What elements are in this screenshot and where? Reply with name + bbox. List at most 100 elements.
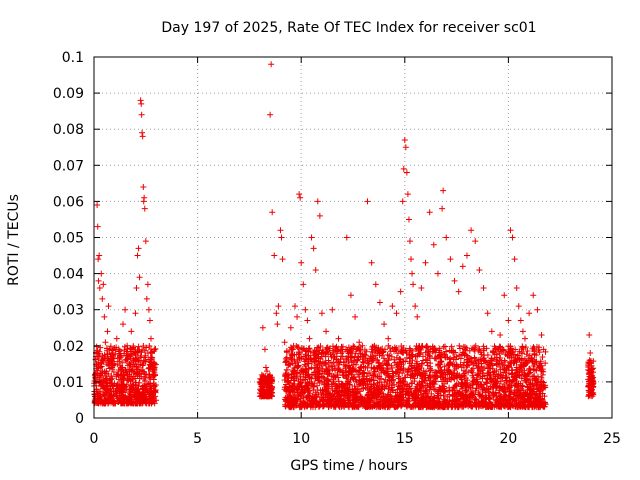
data-point: [401, 137, 408, 144]
data-point: [282, 355, 289, 362]
data-point: [126, 396, 133, 403]
data-point: [139, 129, 146, 136]
data-point: [287, 379, 294, 386]
data-point: [308, 364, 315, 371]
data-point: [117, 368, 124, 375]
data-point: [139, 362, 146, 369]
data-point: [457, 374, 464, 381]
data-point: [281, 339, 288, 346]
data-point: [470, 346, 477, 353]
data-point: [346, 381, 353, 388]
data-point: [122, 367, 129, 374]
data-point: [539, 371, 546, 378]
data-point: [345, 358, 352, 365]
y-axis-label: ROTI / TECUs: [6, 194, 22, 286]
data-point: [312, 389, 319, 396]
data-point: [450, 370, 457, 377]
data-point: [259, 324, 266, 331]
data-point: [343, 384, 350, 391]
data-point: [412, 387, 419, 394]
data-point: [394, 361, 401, 368]
data-point: [104, 328, 111, 335]
data-point: [447, 256, 454, 263]
data-point: [416, 369, 423, 376]
data-point: [151, 364, 158, 371]
data-point: [126, 371, 133, 378]
data-point: [288, 387, 295, 394]
data-point: [395, 366, 402, 373]
data-point: [475, 365, 482, 372]
data-point: [332, 367, 339, 374]
y-tick-label: 0: [75, 411, 84, 427]
data-point: [587, 358, 594, 365]
y-tick-label: 0.06: [53, 194, 84, 210]
data-point: [423, 344, 430, 351]
data-point: [99, 368, 106, 375]
data-point: [320, 374, 327, 381]
data-point: [539, 353, 546, 360]
data-point: [434, 270, 441, 277]
data-point: [285, 371, 292, 378]
data-point: [402, 381, 409, 388]
data-point: [472, 395, 479, 402]
data-point: [372, 368, 379, 375]
data-point: [265, 378, 272, 385]
data-point: [120, 376, 127, 383]
data-point: [287, 324, 294, 331]
data-point: [345, 395, 352, 402]
data-point: [488, 401, 495, 408]
data-point: [439, 205, 446, 212]
data-point: [339, 398, 346, 405]
data-point: [415, 363, 422, 370]
data-point: [515, 303, 522, 310]
data-point: [299, 365, 306, 372]
data-point: [541, 384, 548, 391]
data-point: [311, 394, 318, 401]
data-point: [145, 306, 152, 313]
data-point: [138, 111, 145, 118]
data-point: [366, 370, 373, 377]
data-point: [102, 397, 109, 404]
data-point: [449, 401, 456, 408]
data-point: [298, 259, 305, 266]
data-point: [453, 353, 460, 360]
data-point: [348, 347, 355, 354]
data-point: [396, 385, 403, 392]
data-point: [316, 370, 323, 377]
data-point: [385, 342, 392, 349]
data-point: [443, 348, 450, 355]
data-point: [406, 345, 413, 352]
data-point: [430, 385, 437, 392]
data-point: [96, 252, 103, 259]
data-point: [322, 360, 329, 367]
data-point: [277, 227, 284, 234]
data-point: [147, 362, 154, 369]
data-point: [468, 367, 475, 374]
data-point: [405, 216, 412, 223]
data-point: [107, 343, 114, 350]
data-point: [312, 266, 319, 273]
data-point: [327, 392, 334, 399]
data-point: [510, 395, 517, 402]
data-point: [389, 368, 396, 375]
data-point: [403, 169, 410, 176]
data-point: [101, 313, 108, 320]
data-point: [288, 370, 295, 377]
data-point: [360, 359, 367, 366]
data-point: [363, 375, 370, 382]
data-point: [488, 355, 495, 362]
data-point: [286, 399, 293, 406]
data-point: [306, 335, 313, 342]
data-point: [446, 391, 453, 398]
data-point: [149, 350, 156, 357]
data-point: [132, 375, 139, 382]
data-point: [445, 362, 452, 369]
data-point: [443, 234, 450, 241]
data-point: [282, 383, 289, 390]
data-point: [425, 393, 432, 400]
data-point: [383, 396, 390, 403]
data-point: [431, 393, 438, 400]
data-point: [323, 328, 330, 335]
data-point: [124, 342, 131, 349]
